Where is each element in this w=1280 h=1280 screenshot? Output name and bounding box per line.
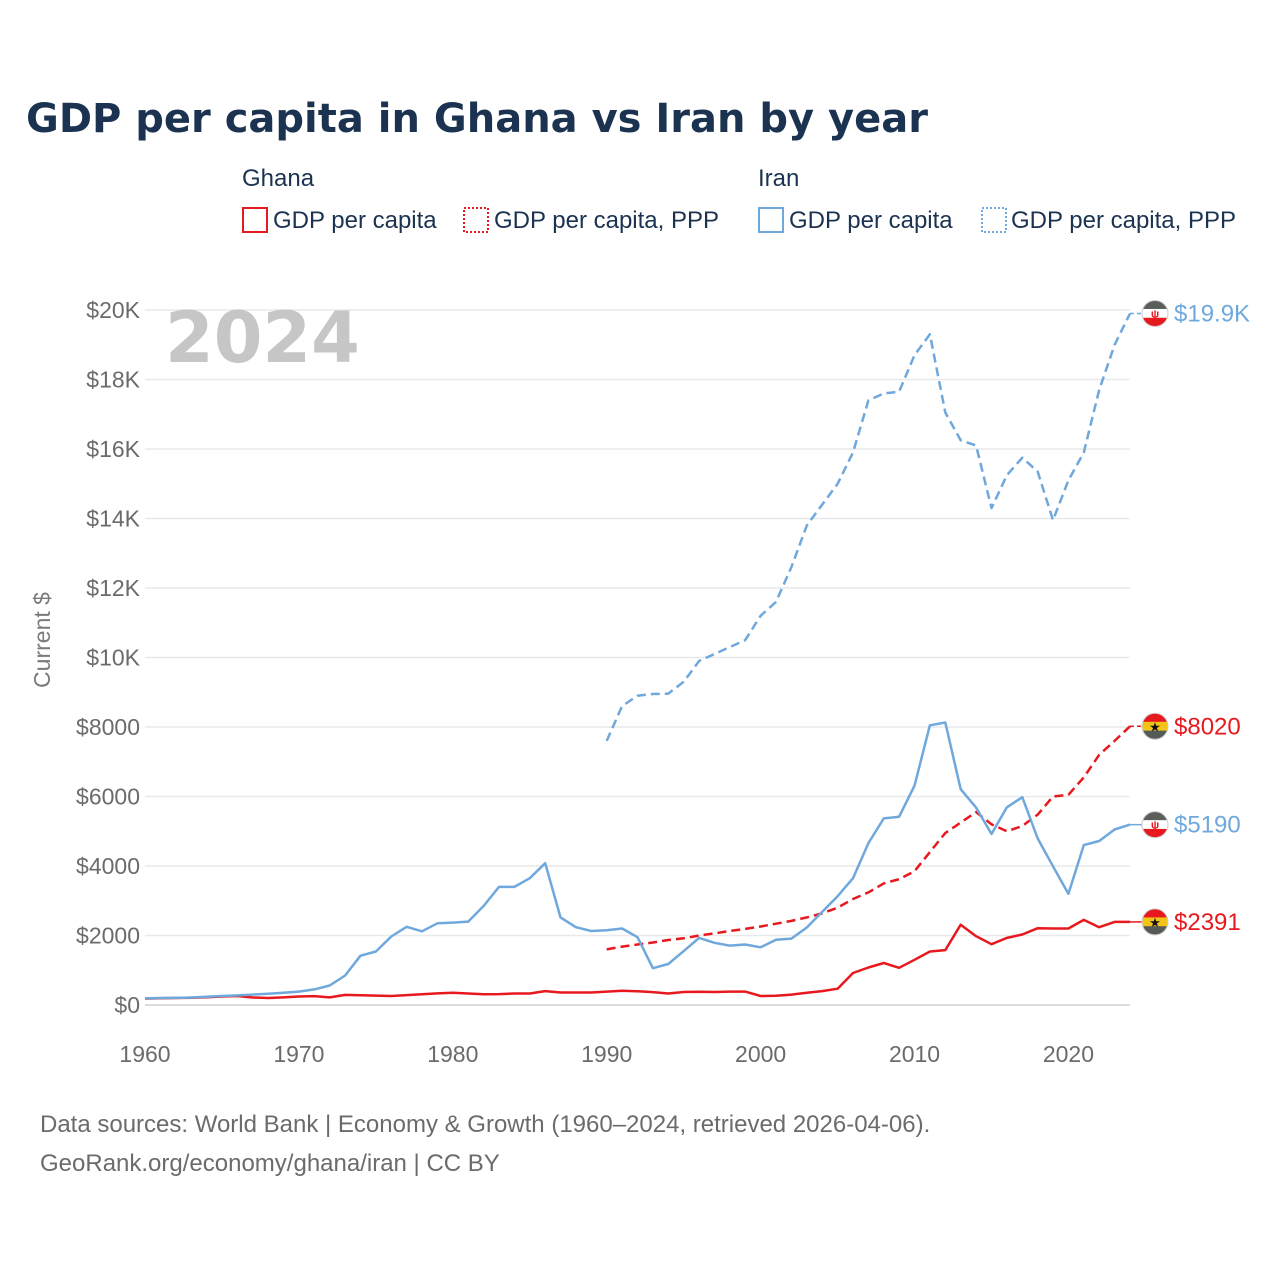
end-value-label-1: $8020 <box>1174 713 1241 740</box>
svg-text:★: ★ <box>1149 719 1161 734</box>
legend-swatch-ghana-gdp[interactable] <box>242 207 268 233</box>
x-axis-ticks: 1960 1970 1980 1990 2000 2010 2020 <box>119 1041 1094 1067</box>
y-tick-label: $8000 <box>76 714 140 740</box>
y-axis-label: Current $ <box>29 592 55 688</box>
end-value-label-2: $5190 <box>1174 812 1241 839</box>
y-tick-label: $4000 <box>76 853 140 879</box>
x-tick-label: 1960 <box>119 1041 170 1067</box>
iran-flag-icon: ψ <box>1141 299 1169 327</box>
y-tick-label: $0 <box>114 992 140 1018</box>
legend: Ghana GDP per capita GDP per capita, PPP… <box>242 165 1236 234</box>
legend-label-ghana-ppp[interactable]: GDP per capita, PPP <box>494 207 719 234</box>
credit-text[interactable]: GeoRank.org/economy/ghana/iran | CC BY <box>40 1150 500 1177</box>
y-tick-label: $12K <box>86 575 140 601</box>
x-tick-label: 1970 <box>273 1041 324 1067</box>
ghana-flag-icon: ★ <box>1141 908 1169 936</box>
x-tick-label: 1980 <box>427 1041 478 1067</box>
x-tick-label: 2010 <box>889 1041 940 1067</box>
iran-flag-icon: ψ <box>1141 811 1169 839</box>
end-value-label-3: $19.9K <box>1174 300 1250 327</box>
svg-text:ψ: ψ <box>1151 308 1159 320</box>
legend-label-ghana-gdp[interactable]: GDP per capita <box>273 207 437 234</box>
source-text: Data sources: World Bank | Economy & Gro… <box>40 1111 930 1138</box>
y-tick-label: $10K <box>86 645 140 671</box>
series-line-3[interactable] <box>605 312 1132 742</box>
y-axis-ticks: $0 $2000 $4000 $6000 $8000 $10K $12K $14K $16K $1… <box>76 297 141 1018</box>
x-tick-label: 1990 <box>581 1041 632 1067</box>
x-tick-label: 2020 <box>1043 1041 1094 1067</box>
y-tick-label: $18K <box>86 367 140 393</box>
legend-label-iran-ppp[interactable]: GDP per capita, PPP <box>1011 207 1236 234</box>
ghana-flag-icon: ★ <box>1141 712 1169 740</box>
svg-text:★: ★ <box>1149 915 1161 930</box>
gridlines <box>145 309 1130 937</box>
legend-swatch-iran-gdp[interactable] <box>758 207 784 233</box>
chart-title: GDP per capita in Ghana vs Iran by year <box>26 96 928 142</box>
series-line-2[interactable] <box>144 721 1131 1000</box>
series-line-0[interactable] <box>144 918 1130 1000</box>
legend-group-iran: Iran <box>758 165 799 192</box>
legend-swatch-iran-ppp[interactable] <box>981 207 1007 233</box>
svg-text:ψ: ψ <box>1151 820 1159 832</box>
y-tick-label: $16K <box>86 436 140 462</box>
y-tick-label: $20K <box>86 297 140 323</box>
x-tick-label: 2000 <box>735 1041 786 1067</box>
y-tick-label: $6000 <box>76 784 140 810</box>
y-tick-label: $2000 <box>76 923 140 949</box>
legend-label-iran-gdp[interactable]: GDP per capita <box>789 207 953 234</box>
end-value-label-0: $2391 <box>1174 909 1241 936</box>
end-markers: ★ $2391 ★ $8020 ψ $5190 ψ $19.9K <box>1130 299 1250 936</box>
series-lines <box>144 312 1132 1000</box>
year-watermark: 2024 <box>165 297 360 379</box>
legend-group-ghana: Ghana <box>242 165 315 192</box>
series-line-1[interactable] <box>606 725 1131 951</box>
legend-swatch-ghana-ppp[interactable] <box>463 207 489 233</box>
y-tick-label: $14K <box>86 506 140 532</box>
